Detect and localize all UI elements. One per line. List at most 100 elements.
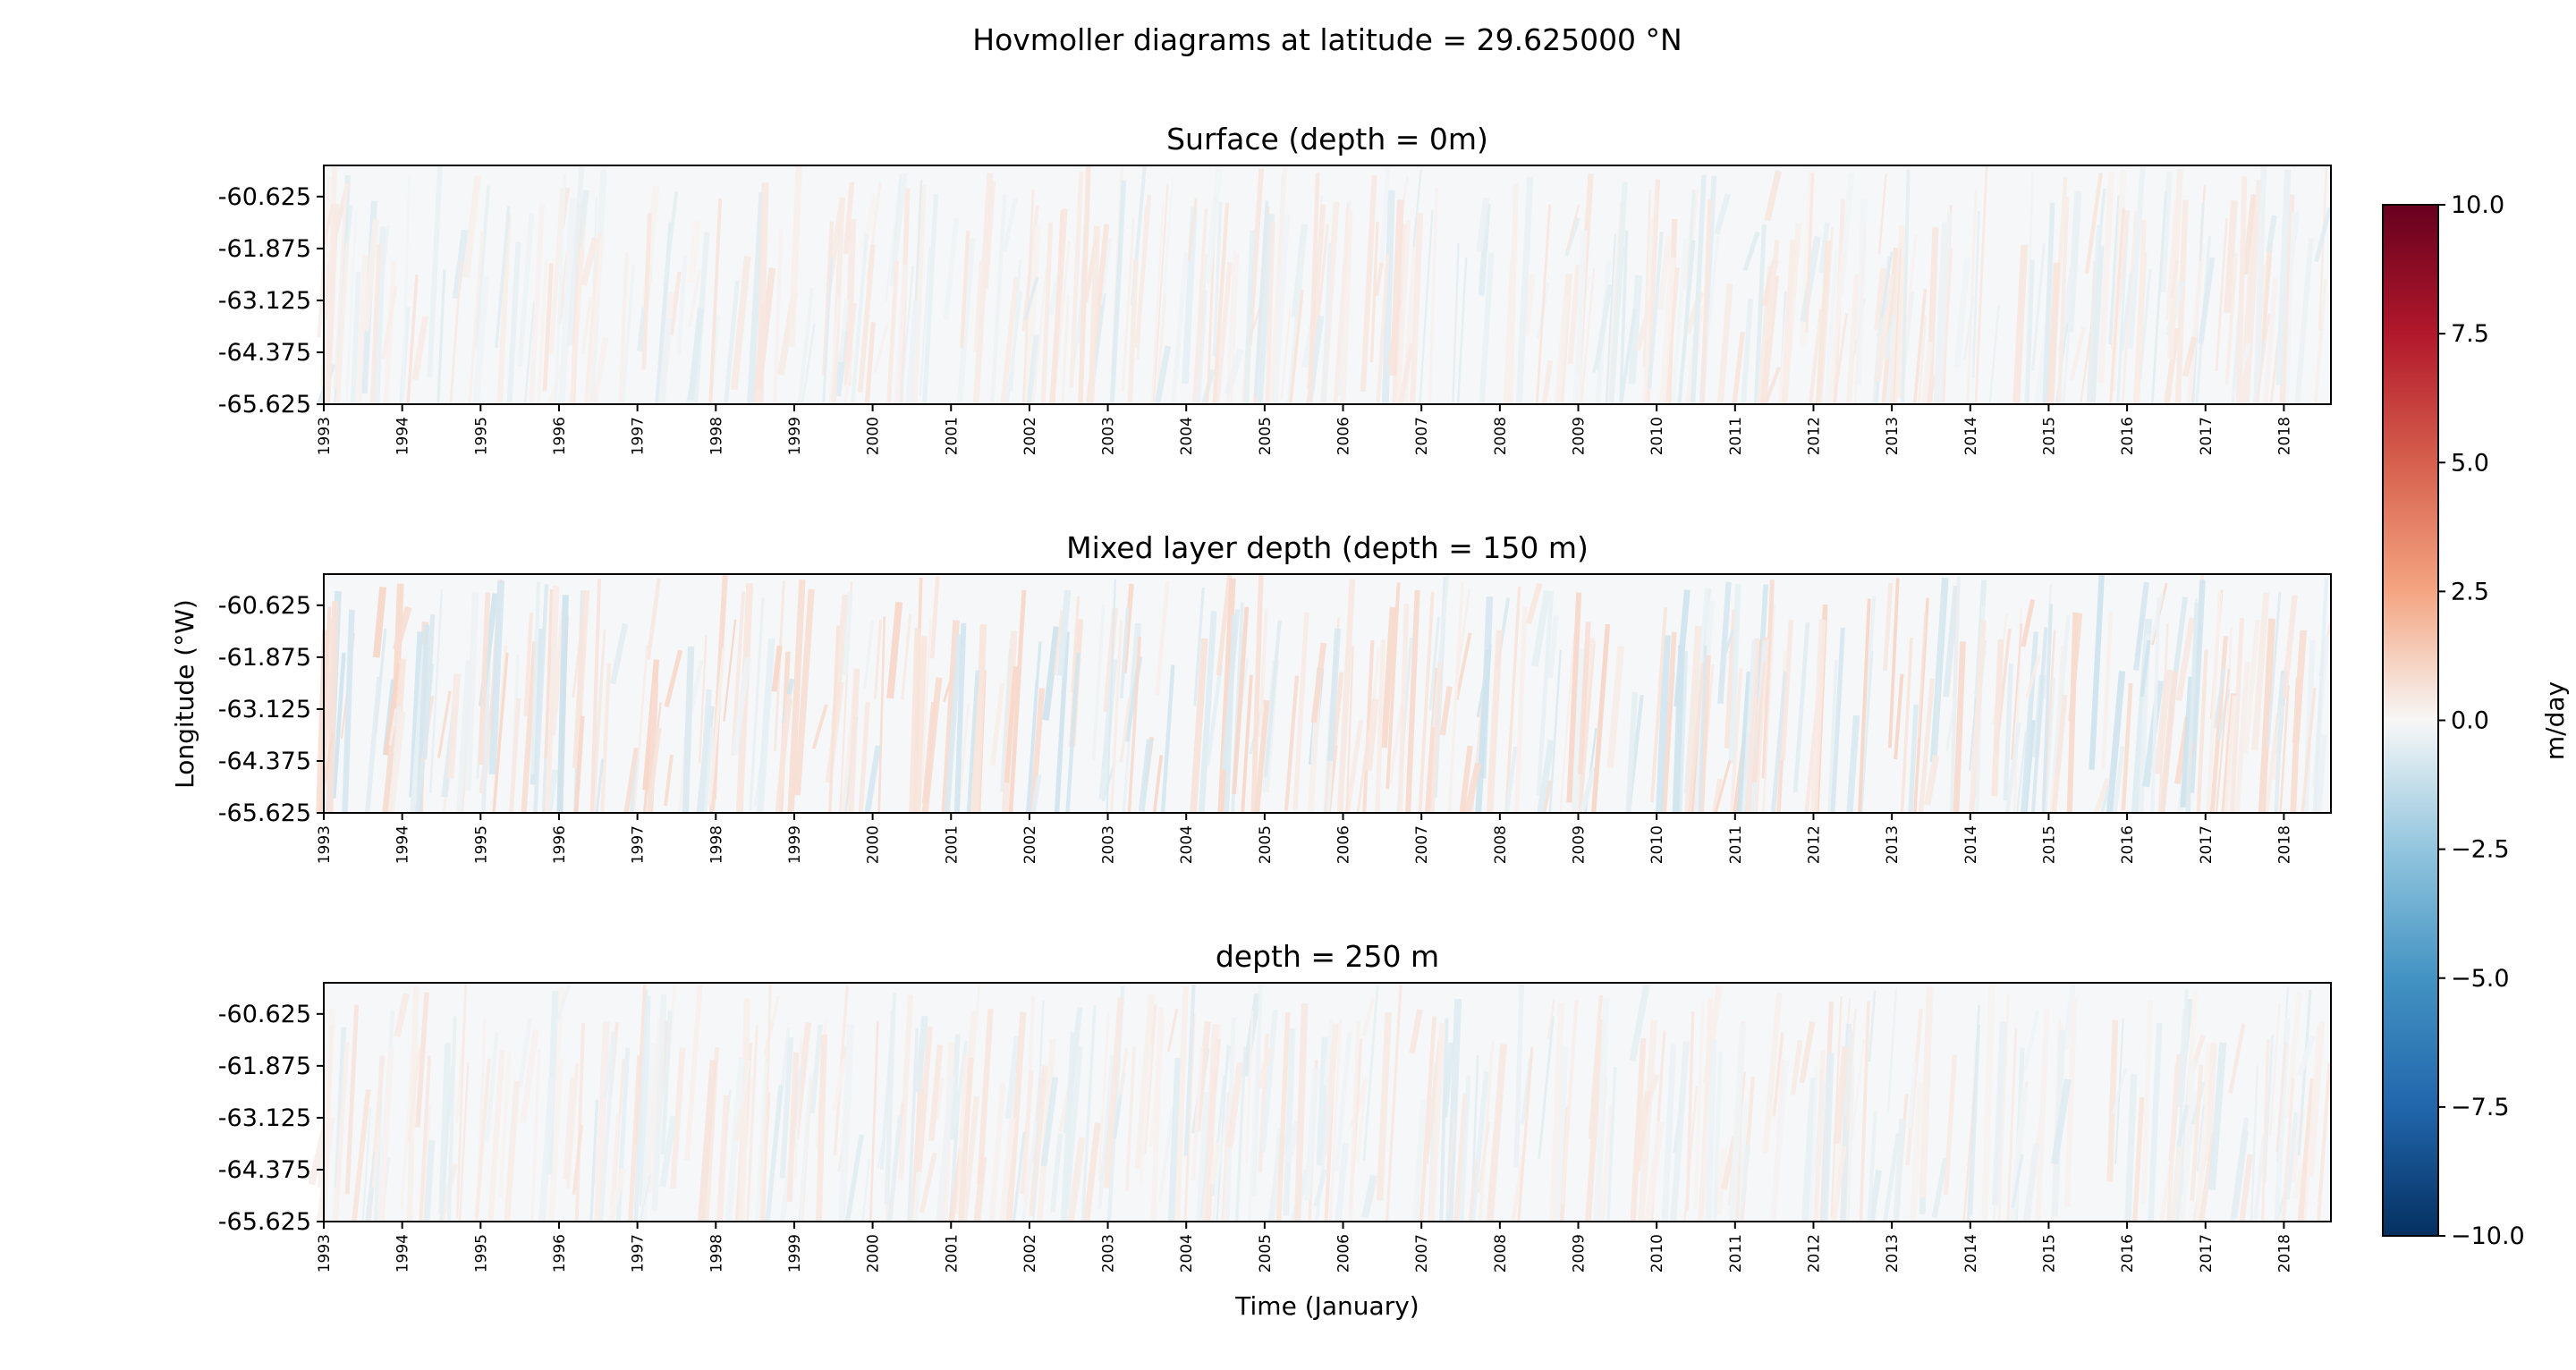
heatmap-streak — [1381, 190, 1395, 405]
y-tick-label: -64.375 — [218, 748, 311, 775]
heatmap-streak — [1717, 581, 1732, 705]
heatmap-streak — [1152, 755, 1164, 814]
x-tick-label: 2015 — [2040, 1234, 2058, 1273]
heatmap-streak — [1026, 334, 1039, 405]
heatmap-streak — [1053, 610, 1063, 675]
x-tick-label: 2009 — [1571, 417, 1589, 455]
heatmap-field — [316, 574, 2332, 814]
heatmap-streak — [1831, 1146, 1847, 1222]
heatmap-streak — [756, 638, 775, 814]
heatmap-streak — [325, 203, 339, 405]
heatmap-streak — [1630, 1037, 1647, 1222]
heatmap-streak — [335, 243, 350, 405]
heatmap-streak — [921, 677, 943, 814]
heatmap-streak — [485, 1032, 499, 1142]
heatmap-streak — [1124, 1046, 1136, 1191]
colorbar: 10.0 7.5 5.0 2.5 0.0 −2.5 −5.0 −7.5 −10.0 m/day — [2382, 191, 2570, 1250]
heatmap-streak — [1468, 1159, 1479, 1222]
heatmap-field — [317, 165, 2333, 406]
heatmap-streak — [1753, 224, 1767, 405]
heatmap-streak — [2224, 199, 2239, 313]
x-tick-label: 2006 — [1335, 1234, 1353, 1273]
heatmap-streak — [1901, 169, 1911, 405]
heatmap-streak — [2087, 224, 2101, 405]
heatmap-streak — [2274, 672, 2285, 814]
heatmap-streak — [422, 614, 436, 759]
colorbar-gradient — [2382, 204, 2439, 1237]
heatmap-streak — [383, 663, 402, 756]
heatmap-streak — [640, 1043, 657, 1222]
heatmap-streak — [1537, 740, 1555, 814]
heatmap-streak — [1699, 199, 1713, 405]
heatmap-streak — [2043, 584, 2052, 699]
heatmap-streak — [2297, 1078, 2317, 1222]
x-tick-label: 1998 — [708, 825, 725, 864]
heatmap-streak — [1375, 639, 1385, 814]
heatmap-streak — [920, 619, 932, 781]
heatmap-streak — [1121, 218, 1135, 393]
heatmap-streak — [1522, 274, 1536, 336]
heatmap-streak — [1658, 257, 1676, 405]
colorbar-ticks: 10.0 7.5 5.0 2.5 0.0 −2.5 −5.0 −7.5 −10.0 — [2438, 191, 2525, 1250]
x-tick-label: 2011 — [1727, 825, 1745, 864]
heatmap-streak — [2132, 1096, 2145, 1222]
heatmap-streak — [1224, 349, 1244, 395]
heatmap-streak — [1894, 673, 1904, 760]
heatmap-streak — [333, 183, 348, 389]
figure-suptitle: Hovmoller diagrams at latitude = 29.6250… — [972, 22, 1682, 57]
heatmap-streak — [2224, 695, 2238, 814]
heatmap-streak — [1362, 985, 1379, 1161]
heatmap-streak — [371, 1122, 382, 1188]
heatmap-streak — [1578, 622, 1591, 775]
heatmap-streak — [565, 1062, 580, 1189]
heatmap-streak — [1991, 1020, 2007, 1205]
heatmap-streak — [1442, 1042, 1454, 1118]
heatmap-streak — [2121, 210, 2138, 405]
heatmap-streak — [2150, 191, 2167, 405]
heatmap-streak — [2127, 166, 2146, 350]
heatmap-streak — [1888, 578, 1900, 748]
heatmap-streak — [2003, 663, 2013, 801]
heatmap-streak — [1728, 1023, 1747, 1222]
x-tick-label: 2009 — [1571, 825, 1589, 864]
heatmap-streak — [2166, 1064, 2179, 1222]
y-tick-label: -65.625 — [218, 799, 311, 827]
heatmap-streak — [2109, 207, 2125, 405]
heatmap-streak — [2150, 596, 2161, 814]
heatmap-streak — [2031, 243, 2046, 371]
heatmap-streak — [2213, 667, 2226, 730]
heatmap-streak — [1928, 374, 1937, 405]
heatmap-streak — [1840, 1031, 1854, 1117]
heatmap-streak — [1824, 250, 1838, 405]
heatmap-streak — [1670, 1041, 1690, 1222]
heatmap-streak — [1021, 1120, 1038, 1222]
x-tick-label: 2013 — [1884, 417, 1902, 455]
heatmap-streak — [682, 646, 695, 814]
heatmap-streak — [2164, 327, 2181, 405]
heatmap-streak — [1365, 698, 1379, 771]
heatmap-streak — [1109, 180, 1127, 405]
heatmap-streak — [548, 1059, 564, 1222]
heatmap-streak — [414, 762, 426, 814]
heatmap-streak — [1599, 1105, 1614, 1222]
heatmap-streak — [607, 1167, 627, 1222]
heatmap-streak — [1002, 198, 1018, 252]
plot-frame — [323, 165, 2332, 405]
heatmap-streak — [2113, 746, 2125, 814]
heatmap-streak — [1699, 655, 1711, 814]
heatmap-streak — [589, 579, 602, 814]
heatmap-streak — [1243, 230, 1256, 405]
heatmap-streak — [1971, 211, 1980, 378]
heatmap-streak — [1547, 615, 1559, 678]
heatmap-streak — [592, 629, 606, 814]
y-tick-label: -65.625 — [218, 1208, 311, 1236]
heatmap-streak — [1097, 1054, 1114, 1209]
heatmap-streak — [1476, 197, 1490, 252]
heatmap-streak — [1933, 596, 1944, 779]
x-tick-label: 1993 — [316, 417, 334, 455]
heatmap-streak — [2108, 195, 2122, 345]
heatmap-streak — [1340, 211, 1353, 405]
heatmap-streak — [1567, 264, 1581, 364]
heatmap-streak — [1310, 642, 1327, 723]
heatmap-streak — [2294, 238, 2314, 405]
